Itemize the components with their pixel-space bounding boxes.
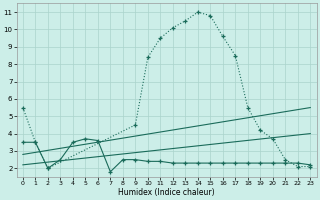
X-axis label: Humidex (Indice chaleur): Humidex (Indice chaleur) xyxy=(118,188,215,197)
